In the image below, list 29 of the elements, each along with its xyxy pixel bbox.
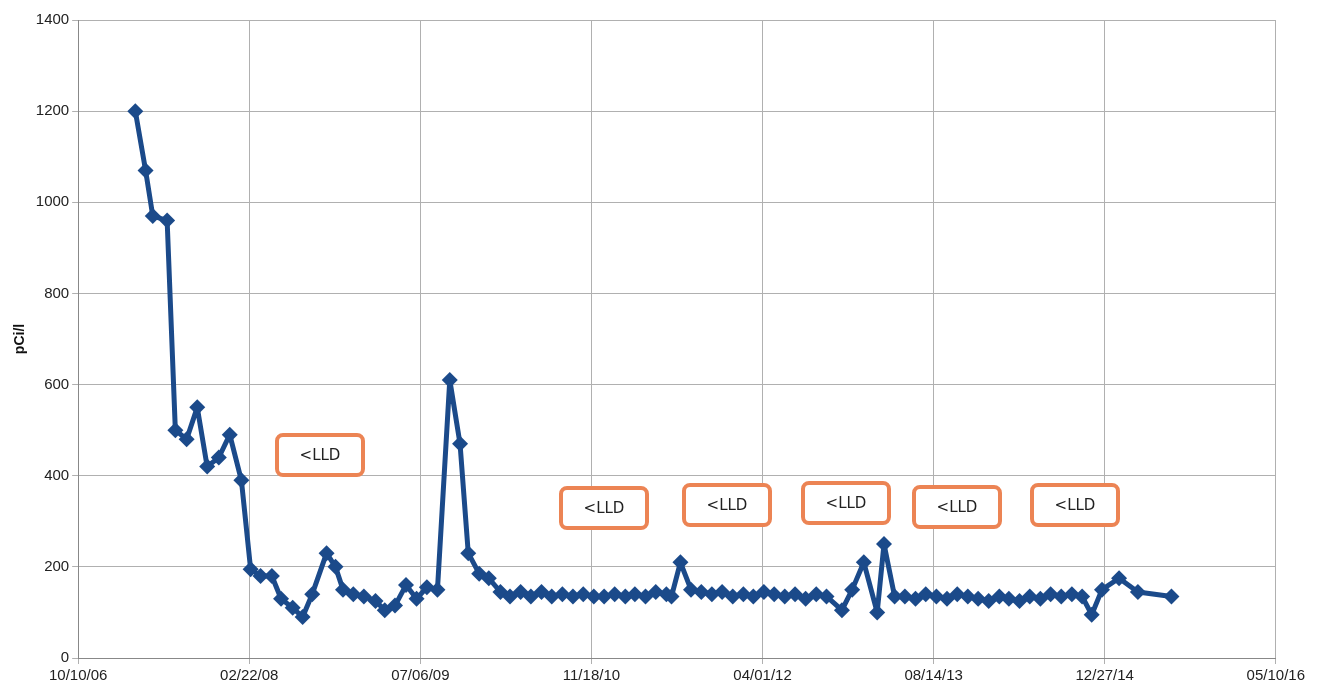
- x-tick-label: 10/10/06: [48, 666, 108, 684]
- y-tick-label: 800: [44, 283, 70, 301]
- annotation: <LLD: [1054, 496, 1096, 514]
- callout-box: <LLD: [559, 486, 649, 530]
- callout-box: <LLD: [275, 433, 365, 477]
- annotation: <LLD: [936, 498, 978, 516]
- annotation: <LLD: [825, 494, 867, 512]
- y-tick-label: 1000: [35, 192, 70, 210]
- y-tick-label: 1400: [35, 10, 70, 28]
- callout-box: <LLD: [801, 481, 891, 525]
- y-axis-title: pCi/l: [11, 323, 28, 355]
- x-tick-label: 12/27/14: [1075, 666, 1134, 684]
- y-tick-label: 600: [44, 374, 70, 392]
- callout-box: <LLD: [912, 485, 1002, 529]
- x-tick-label: 07/06/09: [391, 666, 450, 684]
- callout-box: <LLD: [1030, 483, 1120, 527]
- y-tick-label: 400: [44, 465, 70, 483]
- callout-box: <LLD: [682, 483, 772, 527]
- y-tick-label: 0: [60, 648, 70, 666]
- annotation: <LLD: [706, 496, 748, 514]
- annotation: <LLD: [583, 499, 625, 517]
- x-tick-label: 05/10/16: [1246, 666, 1305, 684]
- y-tick-label: 200: [44, 557, 70, 574]
- x-tick-label: 04/01/12: [733, 666, 792, 684]
- x-tick-label: 11/18/10: [562, 666, 621, 684]
- x-tick-label: 02/22/08: [220, 666, 279, 684]
- y-tick-label: 1200: [35, 101, 70, 119]
- x-tick-label: 08/14/13: [904, 666, 963, 684]
- annotation: <LLD: [299, 446, 341, 464]
